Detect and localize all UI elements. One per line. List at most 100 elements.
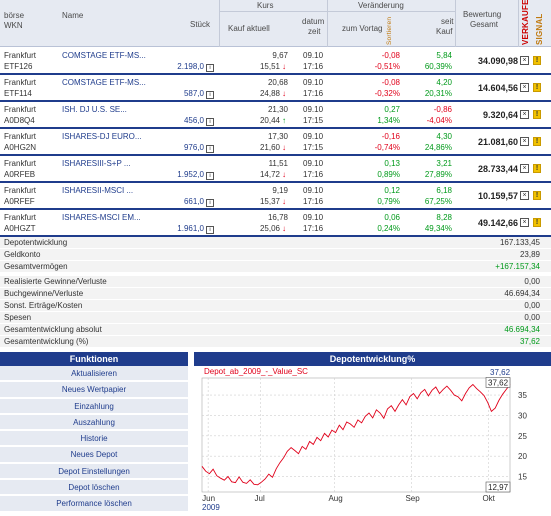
cell-seitkauf-abs: 4,30 bbox=[436, 132, 452, 141]
y-tick-label: 30 bbox=[518, 411, 527, 420]
cell-zeit: 17:16 bbox=[303, 89, 324, 98]
cell-bewertung: 21.081,60 bbox=[477, 137, 518, 147]
cell-vortag-abs: 0,27 bbox=[384, 105, 400, 114]
cell-kauf: 25,06 bbox=[259, 224, 280, 233]
security-name-link[interactable]: COMSTAGE ETF-MS... bbox=[62, 78, 146, 87]
function-link[interactable]: Historie bbox=[0, 431, 188, 448]
cell-wkn: A0HG2N bbox=[4, 143, 37, 152]
cell-kauf: 21,60 bbox=[259, 143, 280, 152]
signal-warning-icon[interactable]: ! bbox=[533, 110, 541, 119]
signal-warning-icon[interactable]: ! bbox=[533, 164, 541, 173]
function-link[interactable]: Auszahlung bbox=[0, 414, 188, 432]
sell-icon[interactable]: × bbox=[520, 218, 529, 227]
sell-icon[interactable]: × bbox=[520, 191, 529, 200]
sell-icon[interactable]: × bbox=[520, 137, 529, 146]
x-tick-label: Aug bbox=[328, 494, 342, 503]
table-row[interactable]: Frankfurt A0RFEB ISHARESIII-S+P ... 1.95… bbox=[0, 156, 551, 183]
header-stueck: Stück bbox=[190, 20, 211, 29]
function-link[interactable]: Einzahlung bbox=[0, 398, 188, 415]
info-icon[interactable]: i bbox=[206, 64, 214, 72]
summary-value: +167.157,34 bbox=[495, 262, 540, 271]
cell-kurs: 21,30 bbox=[267, 105, 288, 114]
chart-title: Depotentwicklung% bbox=[194, 352, 551, 366]
table-row[interactable]: Frankfurt A0RFEF ISHARESII-MSCI ... 661,… bbox=[0, 183, 551, 210]
header-sort-icon[interactable]: Sortieren bbox=[385, 12, 394, 45]
function-link[interactable]: Neues Depot bbox=[0, 447, 188, 464]
sell-icon[interactable]: × bbox=[520, 83, 529, 92]
cell-kurs: 11,51 bbox=[268, 159, 288, 168]
header-verkaufen: VERKAUFEN bbox=[521, 0, 530, 45]
cell-boerse: Frankfurt bbox=[4, 51, 37, 60]
info-icon[interactable]: i bbox=[206, 91, 214, 99]
signal-warning-icon[interactable]: ! bbox=[533, 56, 541, 65]
header-veraenderung: Veränderung bbox=[358, 1, 404, 10]
series-label: Depot_ab_2009_-_Value_SC bbox=[204, 367, 308, 376]
table-row[interactable]: Frankfurt A0HGZT ISHARES-MSCI EM... 1.96… bbox=[0, 210, 551, 237]
function-link[interactable]: Neues Wertpapier bbox=[0, 382, 188, 399]
functions-panel: Funktionen Aktualisieren Neues Wertpapier… bbox=[0, 352, 188, 516]
cell-datum: 09.10 bbox=[303, 78, 324, 87]
last-value-top: 37,62 bbox=[490, 368, 511, 377]
summary-row: Depotentwicklung 167.133,45 bbox=[0, 237, 551, 249]
sell-icon[interactable]: × bbox=[520, 56, 529, 65]
info-icon[interactable]: i bbox=[206, 118, 214, 126]
security-name-link[interactable]: ISH. DJ U.S. SE... bbox=[62, 105, 127, 114]
security-name-link[interactable]: ISHARES-MSCI EM... bbox=[62, 213, 141, 222]
cell-vortag-abs: 0,13 bbox=[384, 159, 400, 168]
cell-kurs: 17,30 bbox=[267, 132, 288, 141]
signal-warning-icon[interactable]: ! bbox=[533, 137, 541, 146]
signal-warning-icon[interactable]: ! bbox=[533, 83, 541, 92]
cell-kauf: 24,88 bbox=[259, 89, 280, 98]
header-gesamt: Gesamt bbox=[470, 20, 499, 29]
header-zeit: zeit bbox=[308, 27, 321, 36]
security-name-link[interactable]: ISHARESIII-S+P ... bbox=[62, 159, 131, 168]
last-value-label: 37,62 bbox=[488, 378, 509, 387]
summary-row: Gesamtvermögen +167.157,34 bbox=[0, 261, 551, 273]
function-link[interactable]: Performance löschen bbox=[0, 496, 188, 513]
security-name-link[interactable]: ISHARESII-MSCI ... bbox=[62, 186, 134, 195]
header-boerse: börse bbox=[4, 11, 25, 20]
info-icon[interactable]: i bbox=[206, 172, 214, 180]
sell-icon[interactable]: × bbox=[520, 164, 529, 173]
security-name-link[interactable]: ISHARES-DJ EURO... bbox=[62, 132, 142, 141]
cell-stueck: 456,0 bbox=[183, 116, 204, 125]
function-link[interactable]: Aktualisieren bbox=[0, 366, 188, 383]
info-icon[interactable]: i bbox=[206, 226, 214, 234]
y-tick-label: 25 bbox=[518, 432, 527, 441]
cell-kauf: 15,51 bbox=[259, 62, 280, 71]
cell-datum: 09.10 bbox=[303, 51, 324, 60]
chart-panel: Depotentwicklung% 15 20 25 30 35 Jun Jul Aug Sep… bbox=[194, 352, 551, 516]
summary-label: Sonst. Erträge/Kosten bbox=[4, 301, 83, 310]
cell-vortag-abs: -0,16 bbox=[381, 132, 400, 141]
last-value-box bbox=[485, 377, 511, 388]
arrow-down-icon: ↓ bbox=[282, 62, 286, 71]
cell-kauf: 20,44 bbox=[259, 116, 280, 125]
cell-seitkauf-pct: 67,25% bbox=[424, 197, 452, 206]
function-link[interactable]: Depot löschen bbox=[0, 480, 188, 497]
table-row[interactable]: Frankfurt A0D8Q4 ISH. DJ U.S. SE... 456,… bbox=[0, 102, 551, 129]
sort-icon: Sortieren bbox=[386, 16, 393, 45]
info-icon[interactable]: i bbox=[206, 145, 214, 153]
security-name-link[interactable]: COMSTAGE ETF-MS... bbox=[62, 51, 146, 60]
sell-icon[interactable]: × bbox=[520, 110, 529, 119]
cell-stueck: 2.198,0 bbox=[177, 62, 204, 71]
arrow-up-icon: ↑ bbox=[282, 116, 286, 125]
summary-label: Realisierte Gewinne/Verluste bbox=[4, 277, 107, 286]
cell-boerse: Frankfurt bbox=[4, 213, 37, 222]
info-icon[interactable]: i bbox=[206, 199, 214, 207]
table-header: börse WKN Name Stück Kurs Kauf aktuell d… bbox=[0, 0, 551, 47]
cell-kauf: 15,37 bbox=[259, 197, 280, 206]
function-link[interactable]: Depot Einstellungen bbox=[0, 463, 188, 481]
header-datum: datum bbox=[302, 17, 325, 26]
cell-stueck: 661,0 bbox=[183, 197, 204, 206]
table-row[interactable]: Frankfurt ETF114 COMSTAGE ETF-MS... 587,… bbox=[0, 75, 551, 102]
header-kauf-aktuell: Kauf aktuell bbox=[228, 24, 270, 33]
cell-seitkauf-abs: 6,18 bbox=[436, 186, 452, 195]
arrow-down-icon: ↓ bbox=[282, 89, 286, 98]
summary-value: 46.694,34 bbox=[504, 325, 540, 334]
signal-warning-icon[interactable]: ! bbox=[533, 218, 541, 227]
header-name: Name bbox=[62, 11, 84, 20]
table-row[interactable]: Frankfurt ETF126 COMSTAGE ETF-MS... 2.19… bbox=[0, 48, 551, 75]
table-row[interactable]: Frankfurt A0HG2N ISHARES-DJ EURO... 976,… bbox=[0, 129, 551, 156]
signal-warning-icon[interactable]: ! bbox=[533, 191, 541, 200]
